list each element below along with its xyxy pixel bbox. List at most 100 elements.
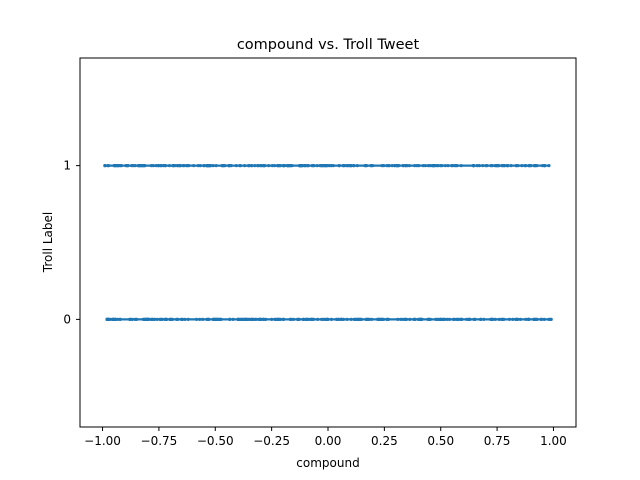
- data-point: [503, 164, 507, 168]
- x-tick-label: 0.75: [484, 434, 511, 448]
- data-point: [481, 164, 485, 168]
- data-point: [246, 164, 251, 168]
- data-point: [270, 164, 274, 168]
- data-point: [222, 164, 226, 168]
- data-point: [369, 317, 374, 321]
- data-point: [438, 317, 442, 321]
- data-point: [349, 317, 353, 321]
- data-point: [489, 164, 493, 168]
- data-point: [336, 317, 340, 321]
- data-point: [272, 164, 277, 168]
- data-point: [126, 164, 130, 168]
- data-point: [174, 317, 179, 321]
- data-point: [407, 164, 412, 168]
- data-point: [149, 164, 153, 168]
- data-point: [270, 317, 274, 321]
- data-point: [497, 317, 501, 321]
- data-point: [337, 164, 341, 168]
- data-point: [288, 164, 292, 168]
- data-point: [231, 317, 235, 321]
- data-point: [516, 164, 520, 168]
- data-point: [418, 317, 422, 321]
- data-point: [439, 164, 443, 168]
- data-point: [527, 317, 531, 321]
- data-point: [459, 164, 463, 168]
- data-point: [404, 317, 409, 321]
- data-point: [381, 317, 386, 321]
- data-point: [283, 164, 287, 168]
- data-point: [540, 317, 544, 321]
- data-point: [524, 317, 528, 321]
- data-point: [249, 317, 254, 321]
- data-point: [133, 164, 137, 168]
- x-tick-label: −0.50: [197, 434, 234, 448]
- data-point: [523, 164, 527, 168]
- data-point: [156, 164, 160, 168]
- data-point: [403, 164, 408, 168]
- data-point: [111, 317, 116, 321]
- data-point: [234, 164, 238, 168]
- data-point: [115, 317, 120, 321]
- chart-title: compound vs. Troll Tweet: [237, 37, 420, 53]
- data-point: [196, 164, 200, 168]
- data-point: [497, 164, 501, 168]
- data-point: [428, 164, 432, 168]
- data-point: [515, 317, 519, 321]
- data-point: [198, 317, 202, 321]
- data-point: [178, 164, 182, 168]
- data-point: [103, 164, 107, 168]
- data-point: [281, 317, 285, 321]
- data-point: [254, 317, 258, 321]
- data-point: [295, 317, 300, 321]
- data-point: [151, 317, 155, 321]
- data-point: [465, 317, 469, 321]
- data-point: [434, 317, 438, 321]
- data-point: [532, 164, 536, 168]
- data-point: [211, 164, 215, 168]
- data-point: [354, 317, 359, 321]
- data-point: [171, 164, 175, 168]
- data-point: [359, 317, 364, 321]
- data-point: [485, 164, 489, 168]
- data-point: [158, 317, 162, 321]
- data-point: [450, 164, 454, 168]
- x-axis: −1.00 −0.75 −0.50 −0.25 0.00 0.25 0.50 0.75 1.00: [84, 427, 567, 448]
- data-point: [163, 164, 168, 168]
- data-point: [507, 317, 512, 321]
- data-point: [245, 317, 249, 321]
- data-point: [216, 317, 220, 321]
- series-label-0: [105, 317, 553, 321]
- data-point: [238, 164, 243, 168]
- data-point: [341, 164, 345, 168]
- data-point: [183, 317, 187, 321]
- data-point: [382, 164, 386, 168]
- data-point: [264, 317, 268, 321]
- data-point: [194, 317, 199, 321]
- data-point: [277, 317, 282, 321]
- data-point: [436, 164, 440, 168]
- data-point: [443, 317, 447, 321]
- data-point: [446, 164, 450, 168]
- data-point: [276, 164, 280, 168]
- data-point: [392, 164, 397, 168]
- data-point: [542, 317, 546, 321]
- data-point: [390, 164, 394, 168]
- data-point: [163, 317, 167, 321]
- data-point: [180, 317, 185, 321]
- y-axis-label: Troll Label: [41, 212, 55, 273]
- data-point: [459, 317, 463, 321]
- data-point: [243, 164, 247, 168]
- data-point: [258, 164, 262, 168]
- data-point: [112, 164, 116, 168]
- data-point: [207, 317, 211, 321]
- data-point: [340, 317, 344, 321]
- data-point: [130, 164, 134, 168]
- data-point: [471, 164, 476, 168]
- data-point: [186, 317, 190, 321]
- data-point: [506, 164, 510, 168]
- data-point: [309, 317, 314, 321]
- data-point: [130, 317, 134, 321]
- data-point: [256, 164, 260, 168]
- data-point: [106, 164, 111, 168]
- data-point: [329, 164, 333, 168]
